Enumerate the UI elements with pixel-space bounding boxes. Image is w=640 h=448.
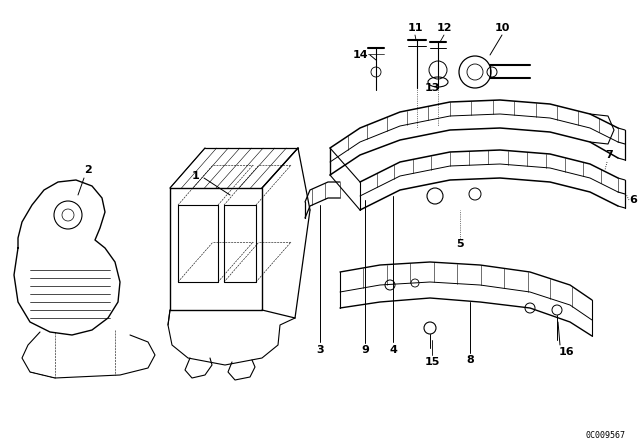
Text: 7: 7 bbox=[605, 150, 613, 160]
Text: 5: 5 bbox=[456, 239, 464, 249]
Text: 6: 6 bbox=[629, 195, 637, 205]
Text: 3: 3 bbox=[316, 345, 324, 355]
Text: 0C009567: 0C009567 bbox=[586, 431, 626, 440]
Text: 13: 13 bbox=[424, 83, 440, 93]
Text: 2: 2 bbox=[84, 165, 92, 175]
Text: 9: 9 bbox=[361, 345, 369, 355]
Text: 12: 12 bbox=[436, 23, 452, 33]
Text: 10: 10 bbox=[494, 23, 509, 33]
Text: 1: 1 bbox=[192, 171, 200, 181]
Text: 15: 15 bbox=[424, 357, 440, 367]
Text: 16: 16 bbox=[558, 347, 574, 357]
Text: 4: 4 bbox=[389, 345, 397, 355]
Text: 14: 14 bbox=[352, 50, 368, 60]
Text: 11: 11 bbox=[407, 23, 423, 33]
Text: 8: 8 bbox=[466, 355, 474, 365]
